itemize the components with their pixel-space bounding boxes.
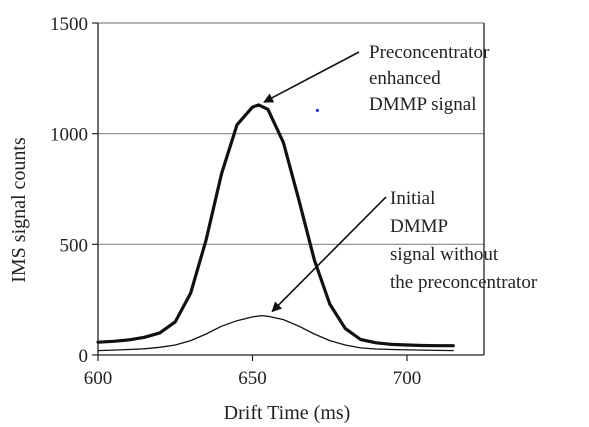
- series-line-initial: [97, 314, 454, 352]
- annotation-initial: Initial DMMP signal without the preconcentr…: [390, 188, 538, 293]
- series-group: [96, 103, 455, 352]
- annotation-initial-line-4: the preconcentrator: [390, 272, 538, 293]
- y-tick-label-1500: 1500: [50, 14, 88, 35]
- x-tick-label-600: 600: [84, 368, 113, 389]
- axis-ticks: 0 500 1000 1500 600 650 700: [50, 14, 421, 389]
- x-tick-label-650: 650: [238, 368, 267, 389]
- annotation-enhanced-line-2: enhanced: [369, 68, 441, 89]
- annotation-initial-line-1: Initial: [390, 188, 435, 209]
- annotation-initial-line-2: DMMP: [390, 216, 448, 237]
- gridlines: [98, 22, 484, 245]
- x-tick-label-700: 700: [393, 368, 422, 389]
- y-tick-label-1000: 1000: [50, 125, 88, 146]
- annotation-enhanced-line-3: DMMP signal: [369, 94, 477, 115]
- y-axis-label: IMS signal counts: [8, 137, 30, 283]
- arrow-enhanced: [263, 51, 360, 103]
- arrow-initial: [271, 196, 387, 313]
- series-line-enhanced: [96, 103, 455, 348]
- annotation-enhanced-line-1: Preconcentrator: [369, 42, 490, 63]
- y-tick-label-500: 500: [60, 235, 89, 256]
- y-tick-label-0: 0: [79, 346, 89, 367]
- annotations: Preconcentrator enhanced DMMP signal Initia…: [263, 42, 538, 313]
- plot-frame: [97, 23, 485, 356]
- x-axis-label: Drift Time (ms): [224, 402, 351, 424]
- stray-marker-dot: [315, 108, 319, 113]
- annotation-enhanced: Preconcentrator enhanced DMMP signal: [369, 42, 490, 115]
- annotation-initial-line-3: signal without: [390, 244, 499, 265]
